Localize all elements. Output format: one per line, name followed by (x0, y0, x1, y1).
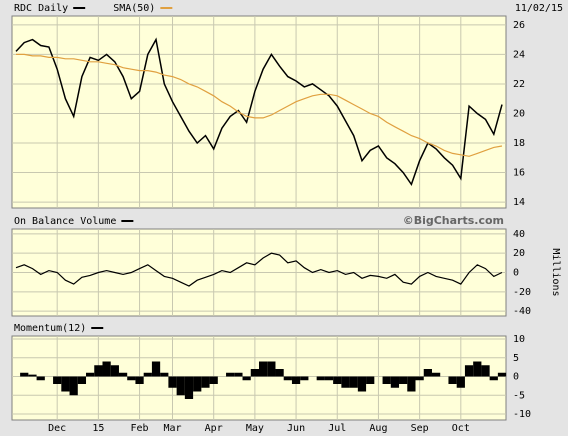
bar (341, 376, 350, 388)
bar (357, 376, 367, 392)
bar (448, 376, 457, 384)
bar (349, 376, 358, 388)
bar (201, 376, 210, 388)
line-series (15, 252, 503, 287)
bar (464, 365, 474, 377)
y-tick-label: 40 (513, 229, 525, 240)
bar (86, 372, 95, 377)
x-tick-label: Aug (369, 423, 387, 434)
bar (473, 361, 482, 377)
bar (168, 376, 177, 388)
bar (333, 376, 342, 384)
legend-label: SMA(50) (113, 3, 155, 14)
bar (77, 376, 87, 384)
y-tick-label: -10 (513, 409, 531, 420)
bar (69, 376, 78, 396)
bar (423, 369, 432, 377)
bar (61, 376, 70, 392)
y-axis-label: Millions (550, 248, 561, 296)
bar (127, 376, 136, 381)
y-tick-label: -40 (513, 306, 531, 317)
bar (160, 372, 169, 377)
x-tick-label: Apr (205, 423, 223, 434)
y-tick-label: 0 (513, 268, 519, 279)
bar (300, 376, 309, 381)
bar (176, 376, 185, 396)
y-tick-label: 0 (513, 372, 519, 383)
y-tick-label: -5 (513, 390, 525, 401)
y-tick-label: 26 (513, 20, 525, 31)
bar (193, 376, 202, 392)
plot-area (11, 15, 507, 209)
bar (316, 376, 325, 381)
bar (143, 372, 152, 377)
bar (28, 374, 37, 377)
y-tick-label: 22 (513, 79, 525, 90)
x-tick-label: May (246, 423, 264, 434)
y-tick-label: 18 (513, 138, 525, 149)
bar (291, 376, 301, 384)
y-tick-label: 20 (513, 248, 525, 259)
bar (497, 372, 507, 377)
bar (283, 376, 292, 381)
bar (226, 372, 235, 377)
bar (184, 376, 194, 399)
x-tick-label: Dec (48, 423, 66, 434)
bar (118, 372, 128, 377)
bar (415, 376, 424, 381)
y-tick-label: -20 (513, 287, 531, 298)
y-tick-label: 10 (513, 334, 525, 345)
line-series (15, 37, 503, 187)
bar (250, 369, 259, 377)
bar (456, 376, 465, 388)
x-tick-label: 15 (92, 423, 104, 434)
x-tick-label: Jun (287, 423, 305, 434)
bar (102, 361, 111, 377)
x-tick-label: Mar (163, 423, 181, 434)
legend-label: RDC Daily (14, 3, 68, 14)
date-label: 11/02/15 (515, 3, 563, 14)
bar (267, 361, 276, 377)
bar (53, 376, 62, 384)
x-tick-label: Oct (452, 423, 470, 434)
y-tick-label: 14 (513, 197, 525, 208)
bar (407, 376, 416, 392)
bar (382, 376, 391, 384)
y-tick-label: 16 (513, 168, 525, 179)
bar (151, 361, 161, 377)
x-tick-label: Jul (328, 423, 346, 434)
watermark: ©BigCharts.com (403, 214, 504, 227)
bar (20, 372, 29, 377)
bar (390, 376, 400, 388)
bar (399, 376, 408, 384)
bar (481, 365, 490, 377)
bar (275, 369, 284, 377)
y-tick-label: 5 (513, 353, 519, 364)
legend-label: Momentum(12) (14, 323, 86, 334)
plot-area (11, 335, 507, 421)
bar (135, 376, 144, 384)
legend-label: On Balance Volume (14, 216, 116, 227)
bar (36, 376, 45, 381)
bar (234, 372, 243, 377)
bar (110, 365, 119, 377)
bar (366, 376, 375, 384)
y-tick-label: 20 (513, 108, 525, 119)
bar (431, 372, 441, 377)
bar (489, 376, 498, 381)
bar (242, 376, 251, 381)
bar (259, 361, 268, 377)
bar (94, 365, 103, 377)
y-tick-label: 24 (513, 49, 525, 60)
x-tick-label: Feb (131, 423, 149, 434)
x-tick-label: Sep (411, 423, 429, 434)
line-series (16, 53, 503, 157)
bar (324, 376, 334, 381)
bar (209, 376, 218, 384)
